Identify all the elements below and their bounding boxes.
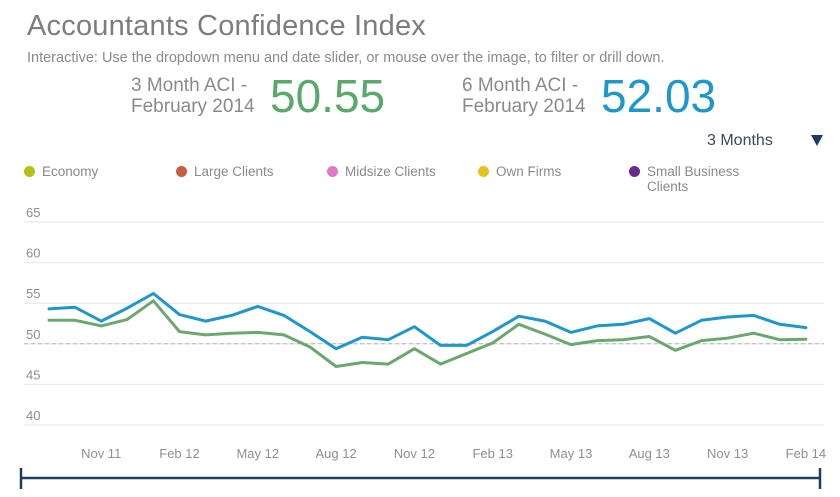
six-month-label-line1: 6 Month ACI - (462, 75, 579, 96)
y-tick-label: 50 (26, 327, 40, 342)
y-tick-label: 40 (26, 408, 40, 423)
legend-dot-icon (629, 166, 640, 177)
x-axis: Nov 11 Feb 12 May 12 Aug 12 Nov 12 Feb 13 May … (81, 446, 826, 461)
three-month-aci-label: 3 Month ACI - February 2014 (131, 75, 255, 117)
y-tick-label: 45 (26, 367, 40, 382)
three-month-label-line2: February 2014 (131, 96, 255, 117)
page-title: Accountants Confidence Index (27, 10, 426, 42)
x-tick-label: Feb 14 (786, 446, 826, 461)
x-tick-label: Aug 13 (629, 446, 670, 461)
series-line (47, 292, 808, 351)
three-month-label-line1: 3 Month ACI - (131, 75, 248, 96)
x-tick-label: Nov 13 (707, 446, 748, 461)
x-tick-label: May 13 (550, 446, 593, 461)
legend-label: Economy (42, 164, 99, 179)
legend-label: Large Clients (194, 164, 274, 179)
six-month-aci-label: 6 Month ACI - February 2014 (462, 75, 586, 117)
x-tick-label: Nov 12 (394, 446, 435, 461)
six-month-aci-value: 52.03 (601, 70, 717, 122)
legend-dot-icon (327, 166, 338, 177)
period-dropdown[interactable]: 3 Months (707, 132, 773, 149)
x-tick-label: Nov 11 (81, 446, 121, 461)
series-line (47, 299, 808, 368)
x-tick-label: May 12 (236, 446, 279, 461)
legend-dot-icon (24, 166, 35, 177)
six-month-label-line2: February 2014 (462, 96, 586, 117)
chart-gridlines (24, 221, 824, 426)
y-axis: 40 45 50 55 60 65 (26, 205, 40, 423)
legend-dot-icon (176, 166, 187, 177)
y-tick-label: 55 (26, 286, 40, 301)
x-tick-label: Aug 12 (315, 446, 356, 461)
legend-label: Own Firms (496, 164, 562, 179)
y-tick-label: 65 (26, 205, 40, 220)
dropdown-arrow-icon[interactable] (811, 135, 823, 146)
chart-series (47, 292, 808, 368)
x-tick-label: Feb 13 (472, 446, 512, 461)
y-tick-label: 60 (26, 246, 40, 261)
legend-label: Small Business Clients (647, 164, 740, 194)
instructions-text: Interactive: Use the dropdown menu and d… (27, 50, 665, 66)
legend-label: Midsize Clients (345, 164, 436, 179)
three-month-aci-value: 50.55 (270, 70, 386, 122)
legend-dot-icon (478, 166, 489, 177)
date-slider (19, 468, 822, 489)
x-tick-label: Feb 12 (159, 446, 199, 461)
